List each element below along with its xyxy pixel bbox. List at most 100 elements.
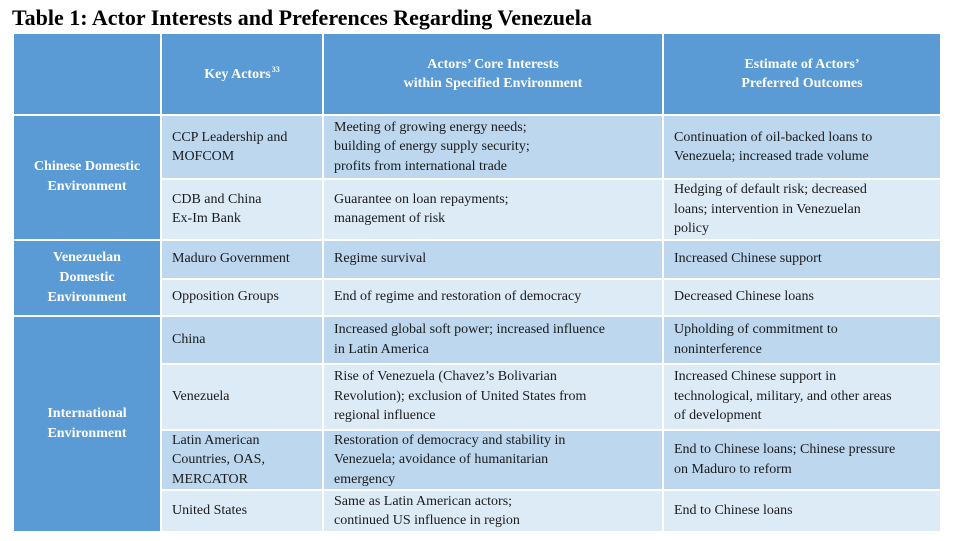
- actor-cell-line: CCP Leadership and: [172, 129, 288, 145]
- actor-cell-line: Maduro Government: [172, 251, 290, 267]
- outcomes-cell-line: Increased Chinese support in: [674, 369, 837, 385]
- group-label: Chinese Domestic Environment: [12, 114, 162, 241]
- actor-interests-table: Key Actors33 Actors’ Core Interests with…: [12, 32, 942, 533]
- interests-cell: Increased global soft power; increased i…: [322, 314, 664, 365]
- interests-cell-line: profits from international trade: [334, 158, 507, 174]
- interests-cell-line: continued US influence in region: [334, 513, 520, 528]
- header-core-interests-line: Actors’ Core Interests: [427, 57, 559, 72]
- interests-cell-line: emergency: [334, 471, 396, 487]
- table-row: Chinese Domestic Environment CCP Leadershi…: [12, 114, 942, 241]
- outcomes-cell-line: Continuation of oil-backed loans to: [674, 129, 873, 145]
- interests-cell-line: Same as Latin American actors;: [334, 493, 513, 509]
- table-row: Venezuela Rise of Venezuela (Chavez’s Bol…: [13, 362, 942, 431]
- header-key-actors: Key Actors33: [160, 32, 324, 116]
- actor-cell: United States: [160, 489, 324, 533]
- outcomes-cell-line: loans; intervention in Venezuelan: [674, 201, 861, 217]
- interests-cell-line: Venezuela; avoidance of humanitarian: [334, 452, 549, 467]
- interests-cell-line: in Latin America: [334, 341, 429, 357]
- actor-cell-line: MOFCOM: [172, 149, 235, 164]
- outcomes-cell-line: End to Chinese loans: [674, 503, 793, 519]
- interests-cell-line: Revolution); exclusion of United States …: [334, 388, 587, 404]
- table-row: CDB and China Ex-Im Bank Guarantee on loan…: [13, 178, 942, 241]
- outcomes-cell: Hedging of default risk; decreased loans;…: [662, 178, 942, 241]
- outcomes-cell: End to Chinese loans: [662, 489, 942, 533]
- actor-cell: Maduro Government: [160, 238, 324, 280]
- actor-cell: CDB and China Ex-Im Bank: [160, 178, 324, 241]
- group-label-line: Environment: [47, 425, 127, 441]
- outcomes-cell-line: on Maduro to reform: [674, 461, 792, 477]
- interests-cell-line: Meeting of growing energy needs;: [334, 119, 527, 135]
- header-preferred-outcomes-line: Estimate of Actors’: [744, 57, 860, 72]
- actor-cell-line: Latin American: [172, 432, 260, 448]
- outcomes-cell-line: noninterference: [674, 341, 762, 357]
- actor-cell-line: Opposition Groups: [172, 289, 279, 305]
- group-label-line: Chinese Domestic: [33, 159, 141, 175]
- interests-cell: Restoration of democracy and stability i…: [322, 428, 664, 491]
- outcomes-cell-line: of development: [674, 408, 762, 424]
- outcomes-cell: End to Chinese loans; Chinese pressure on…: [662, 428, 942, 491]
- interests-cell: Regime survival: [322, 238, 664, 280]
- header-preferred-outcomes: Estimate of Actors’ Preferred Outcomes: [662, 32, 942, 116]
- interests-cell-line: building of energy supply security;: [334, 139, 530, 155]
- actor-cell-line: Countries, OAS,: [172, 452, 265, 467]
- interests-cell-line: regional influence: [334, 408, 436, 424]
- interests-cell-line: Guarantee on loan repayments;: [334, 191, 509, 207]
- table-header-row: Key Actors33 Actors’ Core Interests with…: [12, 32, 942, 116]
- outcomes-cell-line: Hedging of default risk; decreased: [674, 182, 867, 197]
- group-label-line: Environment: [47, 179, 127, 195]
- header-corner-cell: [12, 32, 162, 116]
- interests-cell: Meeting of growing energy needs; building…: [322, 114, 664, 180]
- actor-cell-line: Venezuela: [172, 388, 230, 404]
- footnote-marker: 33: [271, 64, 280, 74]
- actor-cell-line: Ex-Im Bank: [172, 211, 241, 227]
- actor-cell-line: China: [172, 331, 206, 347]
- outcomes-cell: Decreased Chinese loans: [662, 277, 942, 317]
- interests-cell-line: Increased global soft power; increased i…: [334, 322, 605, 337]
- actor-cell-line: MERCATOR: [172, 471, 248, 487]
- group-label-line: International: [47, 405, 127, 421]
- outcomes-cell-line: technological, military, and other areas: [674, 388, 892, 404]
- table-row: Latin American Countries, OAS, MERCATOR Res…: [13, 428, 942, 491]
- actor-cell-line: United States: [172, 503, 248, 519]
- interests-cell-line: End of regime and restoration of democra…: [334, 289, 582, 305]
- outcomes-cell-line: Decreased Chinese loans: [674, 289, 814, 305]
- table-title: Table 1: Actor Interests and Preferences…: [12, 5, 592, 30]
- outcomes-cell-line: Upholding of commitment to: [674, 322, 838, 337]
- table-row: International Environment China Increased g…: [12, 314, 942, 533]
- actor-cell: Latin American Countries, OAS, MERCATOR: [160, 428, 324, 491]
- table-row: Opposition Groups End of regime and resto…: [13, 277, 942, 317]
- interests-cell: Rise of Venezuela (Chavez’s Bolivarian Re…: [322, 362, 664, 431]
- actor-cell: China: [160, 314, 324, 365]
- header-preferred-outcomes-line: Preferred Outcomes: [741, 76, 863, 91]
- outcomes-cell: Continuation of oil-backed loans to Venez…: [662, 114, 942, 180]
- interests-cell-line: management of risk: [334, 211, 446, 227]
- actor-cell: Venezuela: [160, 362, 324, 431]
- header-core-interests-line: within Specified Environment: [403, 76, 583, 91]
- outcomes-cell: Increased Chinese support: [662, 238, 942, 280]
- header-core-interests: Actors’ Core Interests within Specified …: [322, 32, 664, 116]
- table-body: Chinese Domestic Environment CCP Leadershi…: [12, 114, 942, 533]
- outcomes-cell: Increased Chinese support in technologica…: [662, 362, 942, 431]
- actor-cell-line: CDB and China: [172, 191, 262, 207]
- table-row: United States Same as Latin American acto…: [13, 489, 942, 533]
- group-label-line: Venezuelan: [53, 249, 121, 265]
- actor-cell: CCP Leadership and MOFCOM: [160, 114, 324, 180]
- header-key-actors-label: Key Actors: [204, 66, 271, 82]
- outcomes-cell-line: policy: [674, 221, 709, 236]
- group-label-line: Environment: [47, 289, 127, 305]
- interests-cell: End of regime and restoration of democra…: [322, 277, 664, 317]
- interests-cell: Guarantee on loan repayments; management …: [322, 178, 664, 241]
- outcomes-cell-line: Increased Chinese support: [674, 251, 822, 267]
- outcomes-cell-line: Venezuela; increased trade volume: [674, 149, 869, 164]
- interests-cell-line: Restoration of democracy and stability i…: [334, 432, 566, 448]
- interests-cell: Same as Latin American actors; continued …: [322, 489, 664, 533]
- outcomes-cell-line: End to Chinese loans; Chinese pressure: [674, 442, 896, 458]
- outcomes-cell: Upholding of commitment to noninterferenc…: [662, 314, 942, 365]
- interests-cell-line: Regime survival: [334, 251, 427, 267]
- actor-cell: Opposition Groups: [160, 277, 324, 317]
- group-label-line: Domestic: [59, 269, 115, 285]
- group-label: Venezuelan Domestic Environment: [12, 238, 162, 317]
- interests-cell-line: Rise of Venezuela (Chavez’s Bolivarian: [334, 369, 557, 385]
- table-row: Venezuelan Domestic Environment Maduro Gove…: [12, 238, 942, 317]
